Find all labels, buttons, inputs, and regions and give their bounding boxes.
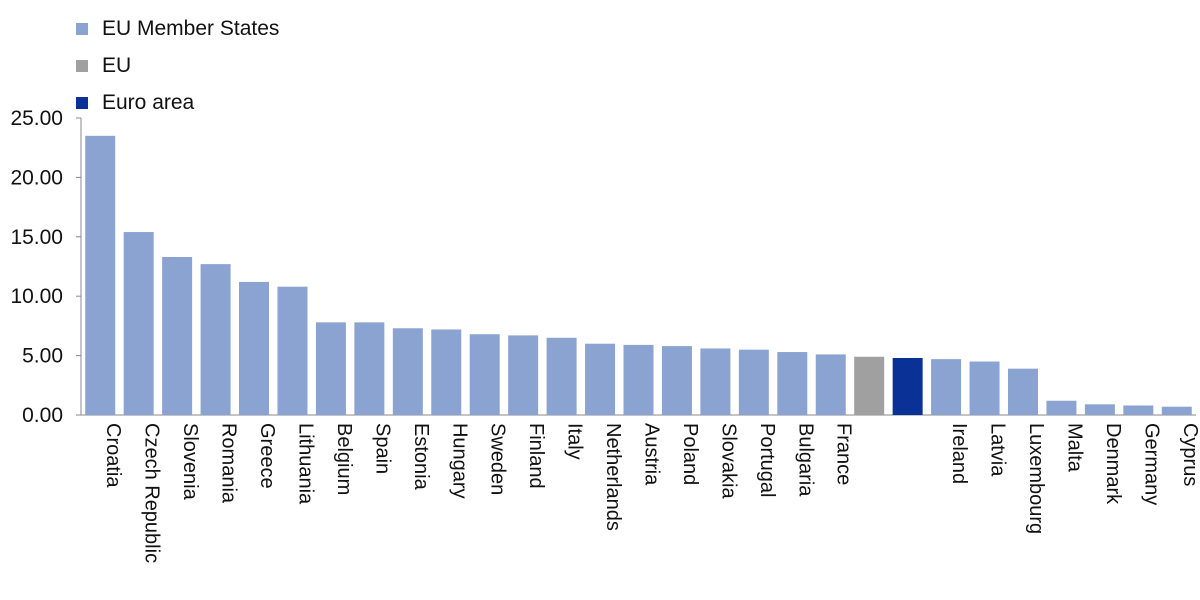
bar [661,346,692,415]
legend-swatch-member-states [76,22,88,35]
x-tick-label: Poland [679,423,701,485]
bar [623,344,654,415]
x-tick-label: Sweden [487,423,509,495]
x-tick-label: Cyprus [1179,423,1200,486]
bar [1161,406,1192,415]
bar [392,328,423,415]
bar [546,337,577,415]
bar [700,348,731,415]
legend-item-euro-area: Euro area [76,84,279,121]
x-tick-label: Hungary [448,423,470,499]
bar [892,357,923,415]
x-tick-label: Slovenia [179,423,201,501]
x-tick-label: Czech Republic [141,423,163,563]
x-tick-label: Finland [525,423,547,489]
legend-label-member-states: EU Member States [102,16,280,40]
bar [354,322,385,415]
bar [931,359,962,415]
x-tick-label: Belgium [333,423,355,495]
bar [854,356,885,415]
bar [200,264,231,415]
x-tick-label: Croatia [102,423,124,488]
x-tick-label: Italy [564,423,586,460]
bar [315,322,346,415]
bar [162,256,193,415]
y-tick-label: 20.00 [10,166,63,189]
bar [431,329,462,415]
bar [1084,404,1115,415]
x-tick-label: Luxembourg [1025,423,1047,534]
y-tick-label: 25.00 [10,107,63,130]
x-tick-label: Estonia [410,423,432,491]
legend-swatch-euro-area [76,96,88,109]
bar [123,232,154,415]
y-tick-label: 15.00 [10,226,63,249]
legend-item-member-states: EU Member States [76,10,279,47]
x-tick-label: Romania [218,423,240,504]
bar [508,335,539,415]
bar [239,281,270,415]
bar [1046,400,1077,415]
legend-label-eu: EU [102,53,132,77]
bar [85,135,116,415]
x-tick-label: Denmark [1102,423,1124,505]
bar [469,334,500,415]
x-tick-label: Austria [641,423,663,486]
x-tick-label: Latvia [987,423,1009,477]
y-tick-label: 10.00 [10,285,63,308]
x-tick-label: Slovakia [717,423,739,499]
x-tick-label: Malta [1063,423,1085,473]
legend: EU Member States EU Euro area [76,10,279,121]
bar [1007,368,1038,415]
x-tick-label: Germany [1140,423,1162,505]
bar [1123,405,1154,415]
bar [585,343,616,415]
y-tick-label: 0.00 [22,404,63,427]
legend-swatch-eu [76,59,88,72]
bar [277,286,308,415]
x-tick-label: Lithuania [294,423,316,505]
x-tick-label: Ireland [948,423,970,484]
bar [815,354,846,415]
bar [738,349,769,415]
x-tick-label: France [833,423,855,485]
x-tick-label: Bulgaria [794,423,816,497]
x-tick-label: Netherlands [602,423,624,531]
legend-label-euro-area: Euro area [102,90,195,114]
x-tick-label: Greece [256,423,278,489]
legend-item-eu: EU [76,47,279,84]
bar [777,352,808,415]
x-tick-label: Spain [371,423,393,474]
x-tick-label: Portugal [756,423,778,498]
bar [969,361,1000,415]
y-tick-label: 5.00 [22,345,63,368]
